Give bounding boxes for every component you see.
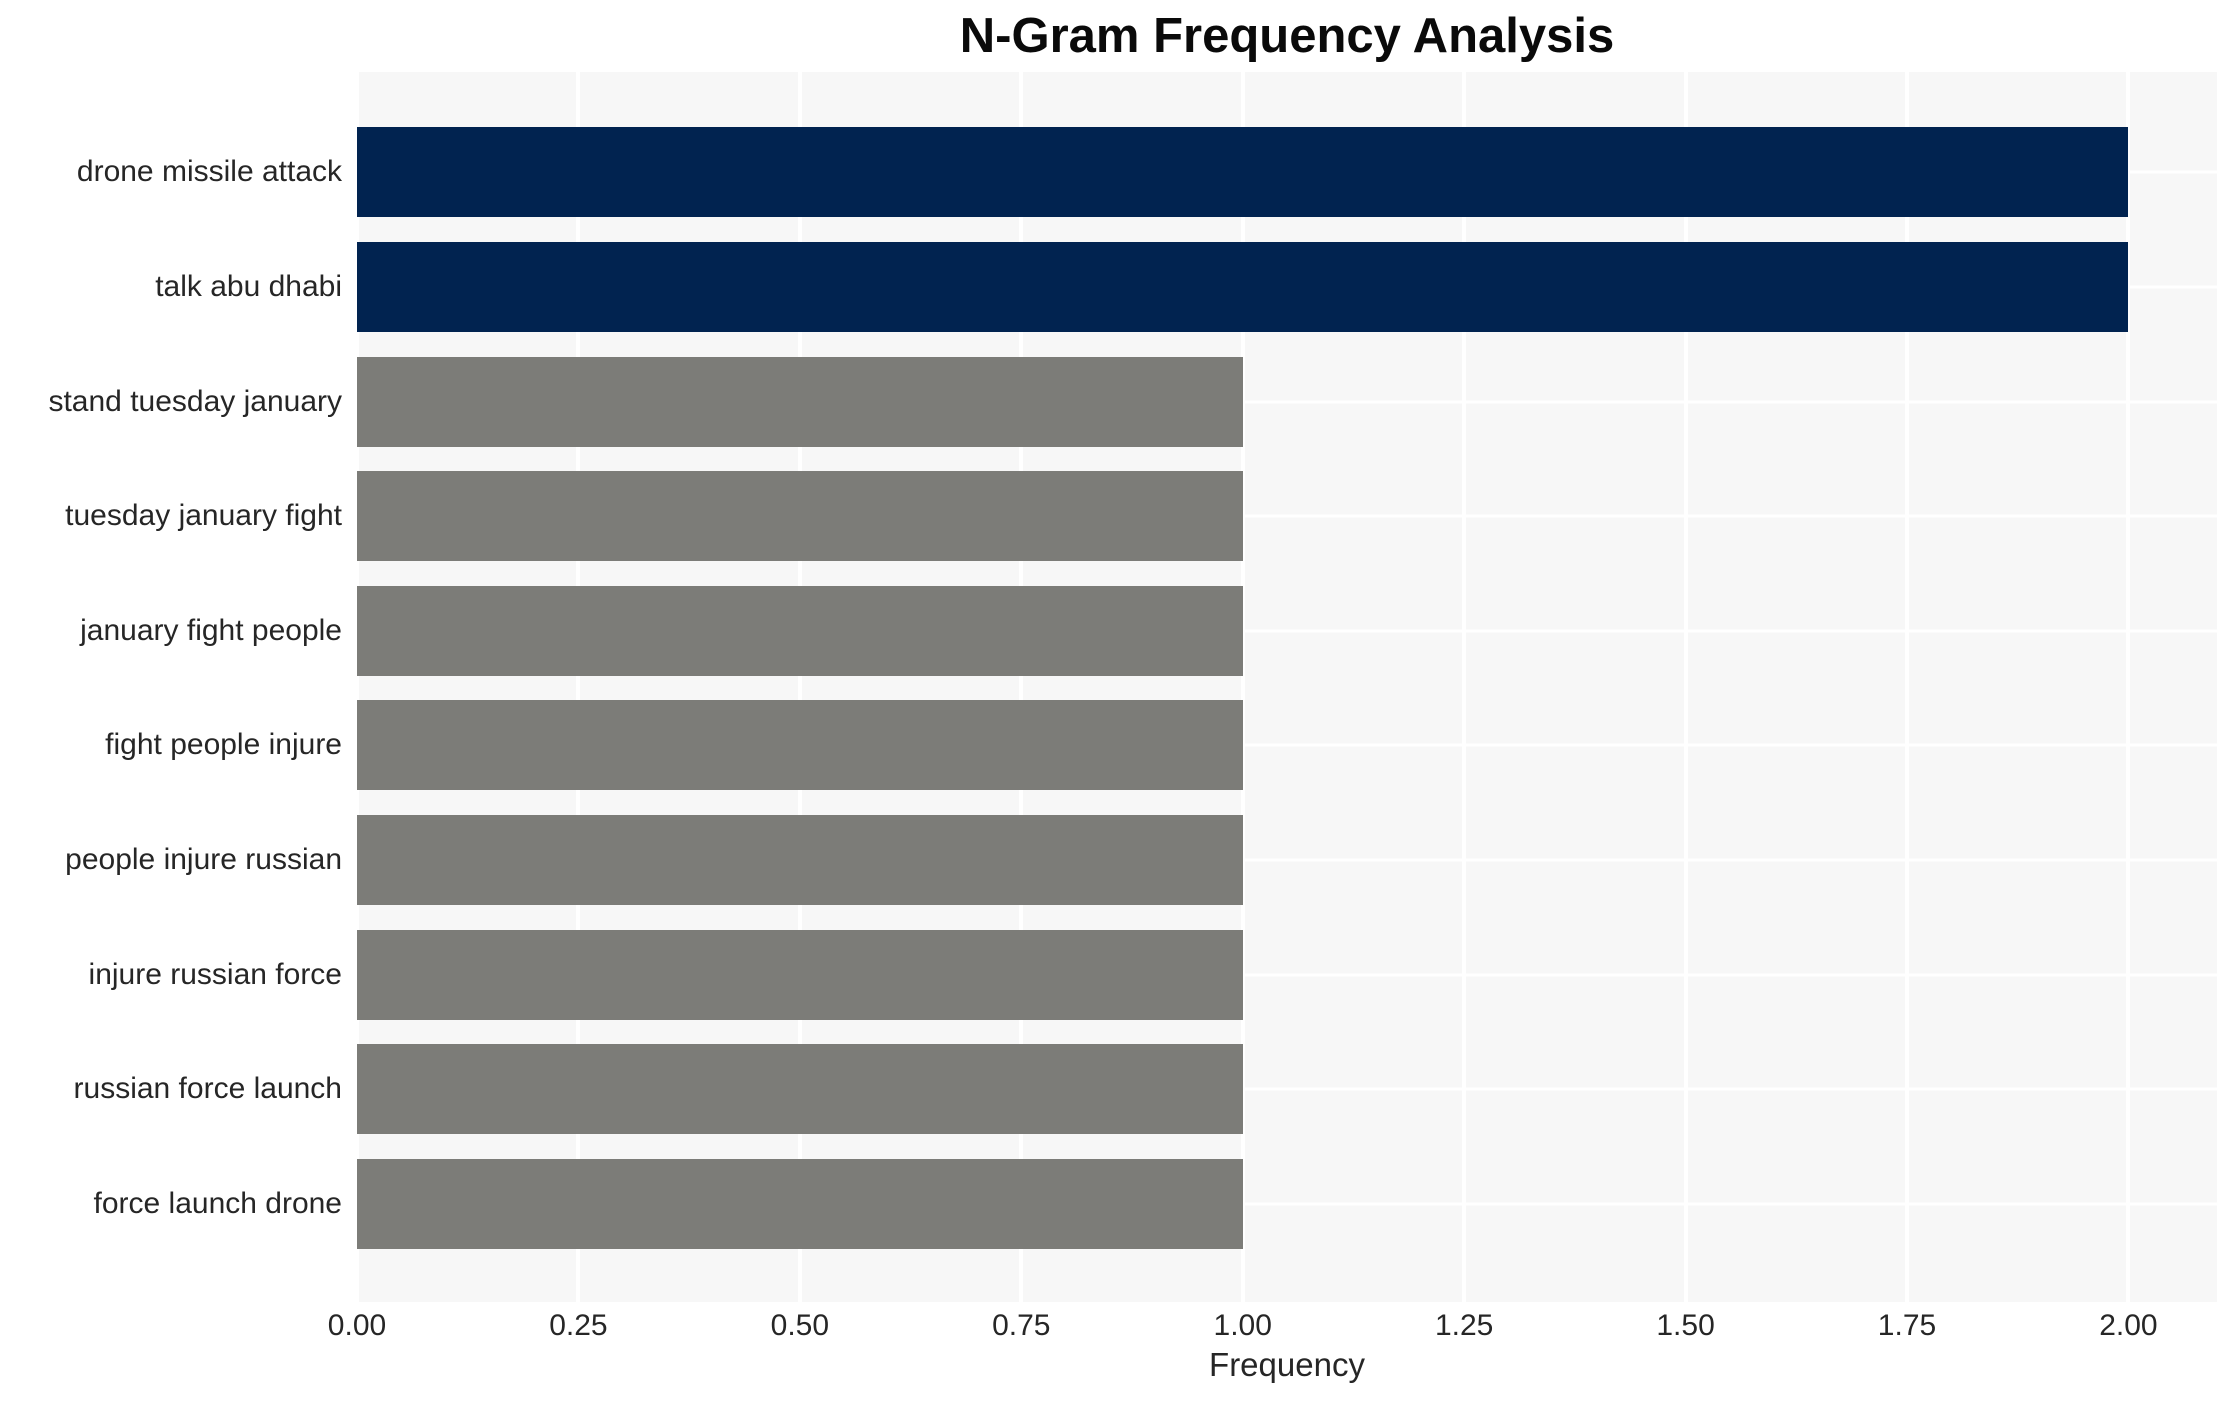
y-tick-label: stand tuesday january xyxy=(48,384,342,418)
vertical-gridline xyxy=(1240,72,1245,1302)
x-tick-label: 0.50 xyxy=(770,1309,830,1342)
vertical-gridline xyxy=(1462,72,1467,1302)
vertical-gridline xyxy=(576,72,581,1302)
plot-area xyxy=(357,72,2217,1302)
horizontal-gridline xyxy=(357,973,2217,976)
horizontal-gridline xyxy=(357,400,2217,403)
x-tick-label: 2.00 xyxy=(2099,1309,2158,1342)
x-tick-label: 1.25 xyxy=(1434,1309,1494,1342)
y-tick-label: talk abu dhabi xyxy=(155,269,342,303)
horizontal-gridline xyxy=(357,514,2217,518)
y-tick-label: drone missile attack xyxy=(76,155,342,189)
chart-title: N-Gram Frequency Analysis xyxy=(959,9,1615,63)
x-tick-label: 0.75 xyxy=(992,1309,1051,1342)
bar-tuesday-january-fight xyxy=(357,471,1243,562)
bar-stand-tuesday-january xyxy=(357,356,1243,447)
vertical-gridline xyxy=(797,72,802,1302)
bar-talk-abu-dhabi xyxy=(357,241,2129,332)
vertical-gridline xyxy=(1683,72,1688,1302)
bar-force-launch-drone xyxy=(357,1158,1243,1249)
horizontal-gridline xyxy=(357,858,2217,862)
x-tick-label: 0.25 xyxy=(549,1309,608,1342)
bar-drone-missile-attack xyxy=(357,127,2129,218)
y-axis-labels: drone missile attack talk abu dhabi stand … xyxy=(0,72,342,1302)
x-axis-ticks: 0.00 0.25 0.50 0.75 1.00 1.25 1.50 1.75 2.00 xyxy=(328,1309,2217,1349)
horizontal-gridline xyxy=(357,629,2217,633)
x-tick-label: 0.00 xyxy=(327,1309,387,1342)
bar-january-fight-people xyxy=(357,585,1243,676)
vertical-gridline xyxy=(2126,72,2131,1302)
bar-russian-force-launch xyxy=(357,1044,1243,1135)
x-tick-label: 1.75 xyxy=(1877,1309,1937,1342)
x-tick-label: 1.50 xyxy=(1656,1309,1715,1342)
horizontal-gridline xyxy=(357,1087,2217,1091)
y-tick-label: people injure russian xyxy=(65,842,342,876)
x-tick-label: 1.00 xyxy=(1213,1309,1272,1342)
y-tick-label: russian force launch xyxy=(73,1072,342,1106)
y-tick-label: january fight people xyxy=(80,613,342,647)
horizontal-gridline xyxy=(357,743,2217,747)
bar-people-injure-russian xyxy=(357,814,1243,905)
bar-fight-people-injure xyxy=(357,700,1243,791)
y-tick-label: fight people injure xyxy=(105,728,342,762)
y-tick-label: force launch drone xyxy=(93,1186,343,1220)
vertical-gridline xyxy=(1019,72,1024,1302)
y-tick-label: injure russian force xyxy=(88,957,342,991)
x-axis-title: Frequency xyxy=(1209,1346,1365,1383)
vertical-gridline xyxy=(357,72,359,1302)
bar-injure-russian-force xyxy=(357,929,1243,1020)
y-tick-label: tuesday january fight xyxy=(65,499,342,533)
vertical-gridline xyxy=(1905,72,1909,1302)
horizontal-gridline xyxy=(357,1202,2217,1206)
